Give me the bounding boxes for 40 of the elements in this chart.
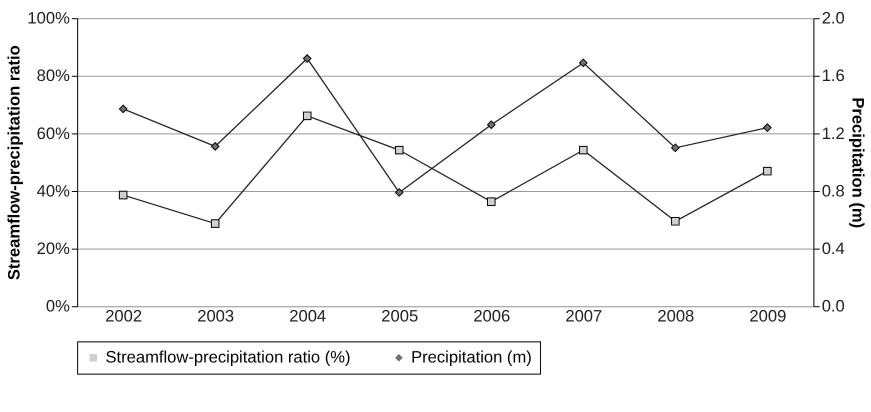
- point: [210, 142, 220, 151]
- x-tick-label: 2003: [197, 306, 234, 326]
- y2-tick-label: 1.6: [822, 66, 845, 86]
- x-tick-label: 2009: [749, 306, 786, 326]
- point: [302, 54, 312, 63]
- y2-tick-label: 0.4: [822, 239, 845, 258]
- x-tick-label: 2007: [565, 306, 602, 326]
- point: [118, 190, 128, 200]
- y-tick-label: 100%: [27, 8, 70, 28]
- y2-axis-title: Precipitation (m): [848, 97, 868, 228]
- x-tick-label: 2006: [473, 306, 510, 326]
- legend-label: Precipitation (m): [411, 348, 532, 367]
- legend-label: Streamflow-precipitation ratio (%): [105, 348, 351, 367]
- y2-tick-label: 2.0: [822, 8, 845, 28]
- y-axis-title: Streamflow-precipitation ratio: [4, 45, 24, 280]
- point: [763, 166, 772, 176]
- y-tick-label: 60%: [36, 124, 70, 143]
- point: [118, 104, 128, 114]
- point: [302, 112, 312, 120]
- y-tick-label: 40%: [36, 181, 70, 200]
- x-tick-label: 2004: [289, 306, 326, 326]
- y-tick-label: 20%: [36, 239, 70, 258]
- point: [210, 219, 220, 228]
- point: [763, 123, 772, 132]
- point: [671, 144, 680, 152]
- point: [579, 146, 588, 154]
- y2-tick-label: 1.2: [822, 124, 845, 143]
- y-tick-label: 0%: [46, 296, 70, 316]
- point: [579, 58, 588, 68]
- y2-tick-label: 0.8: [822, 181, 845, 200]
- point: [394, 188, 404, 197]
- point: [671, 216, 680, 226]
- y2-tick-label: 0.0: [822, 296, 845, 316]
- point: [487, 120, 496, 130]
- y-tick-label: 80%: [36, 66, 70, 86]
- x-tick-label: 2005: [381, 306, 418, 326]
- point: [394, 146, 404, 154]
- x-tick-label: 2008: [657, 306, 694, 326]
- x-tick-label: 2002: [105, 306, 142, 326]
- point: [487, 197, 496, 206]
